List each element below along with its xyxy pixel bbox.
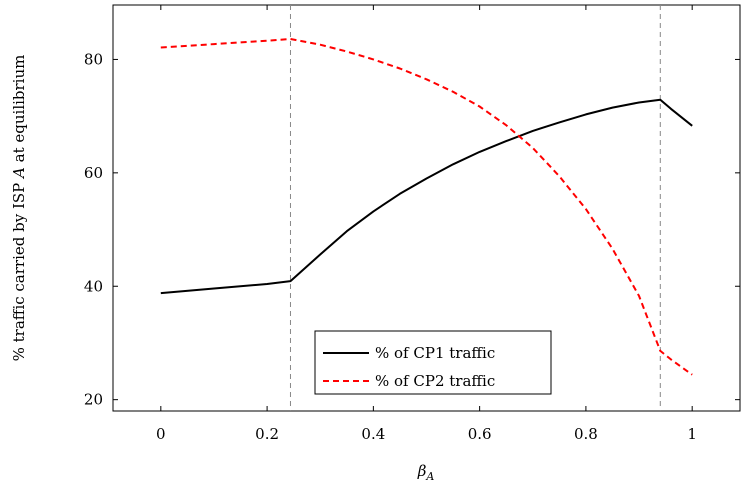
x-axis-label-main: β [417,462,427,480]
series-line-cp1 [160,98,693,295]
x-tick-label: 0.8 [574,425,598,443]
y-tick-label: 40 [84,277,103,295]
y-axis-label-prefix: % traffic carried by ISP [10,178,28,361]
x-tick-label: 0.6 [468,425,492,443]
legend: % of CP1 traffic % of CP2 traffic [314,330,552,395]
x-tick-label: 0.2 [255,425,279,443]
x-tick-label: 0.4 [361,425,385,443]
y-tick-label: 80 [84,50,103,68]
y-tick-label: 20 [84,391,103,409]
series-layer [160,38,693,376]
series-line-cp2 [160,38,693,376]
x-tick-label: 0 [156,425,166,443]
x-axis-label-subscript: A [425,470,434,483]
y-axis-label-suffix: at equilibrium [10,55,28,168]
x-axis-label: βA [417,462,435,483]
y-axis-label-italic: A [10,167,28,180]
y-tick-label: 60 [84,164,103,182]
y-axis-label: % traffic carried by ISP A at equilibriu… [10,55,28,362]
legend-box [314,330,552,395]
x-tick-label: 1 [687,425,697,443]
legend-label-cp1: % of CP1 traffic [375,344,495,362]
axis-ticks: 0 0.2 0.4 0.6 0.8 1 20 40 60 80 [84,5,740,443]
reference-lines [289,5,661,411]
legend-label-cp2: % of CP2 traffic [375,372,495,390]
